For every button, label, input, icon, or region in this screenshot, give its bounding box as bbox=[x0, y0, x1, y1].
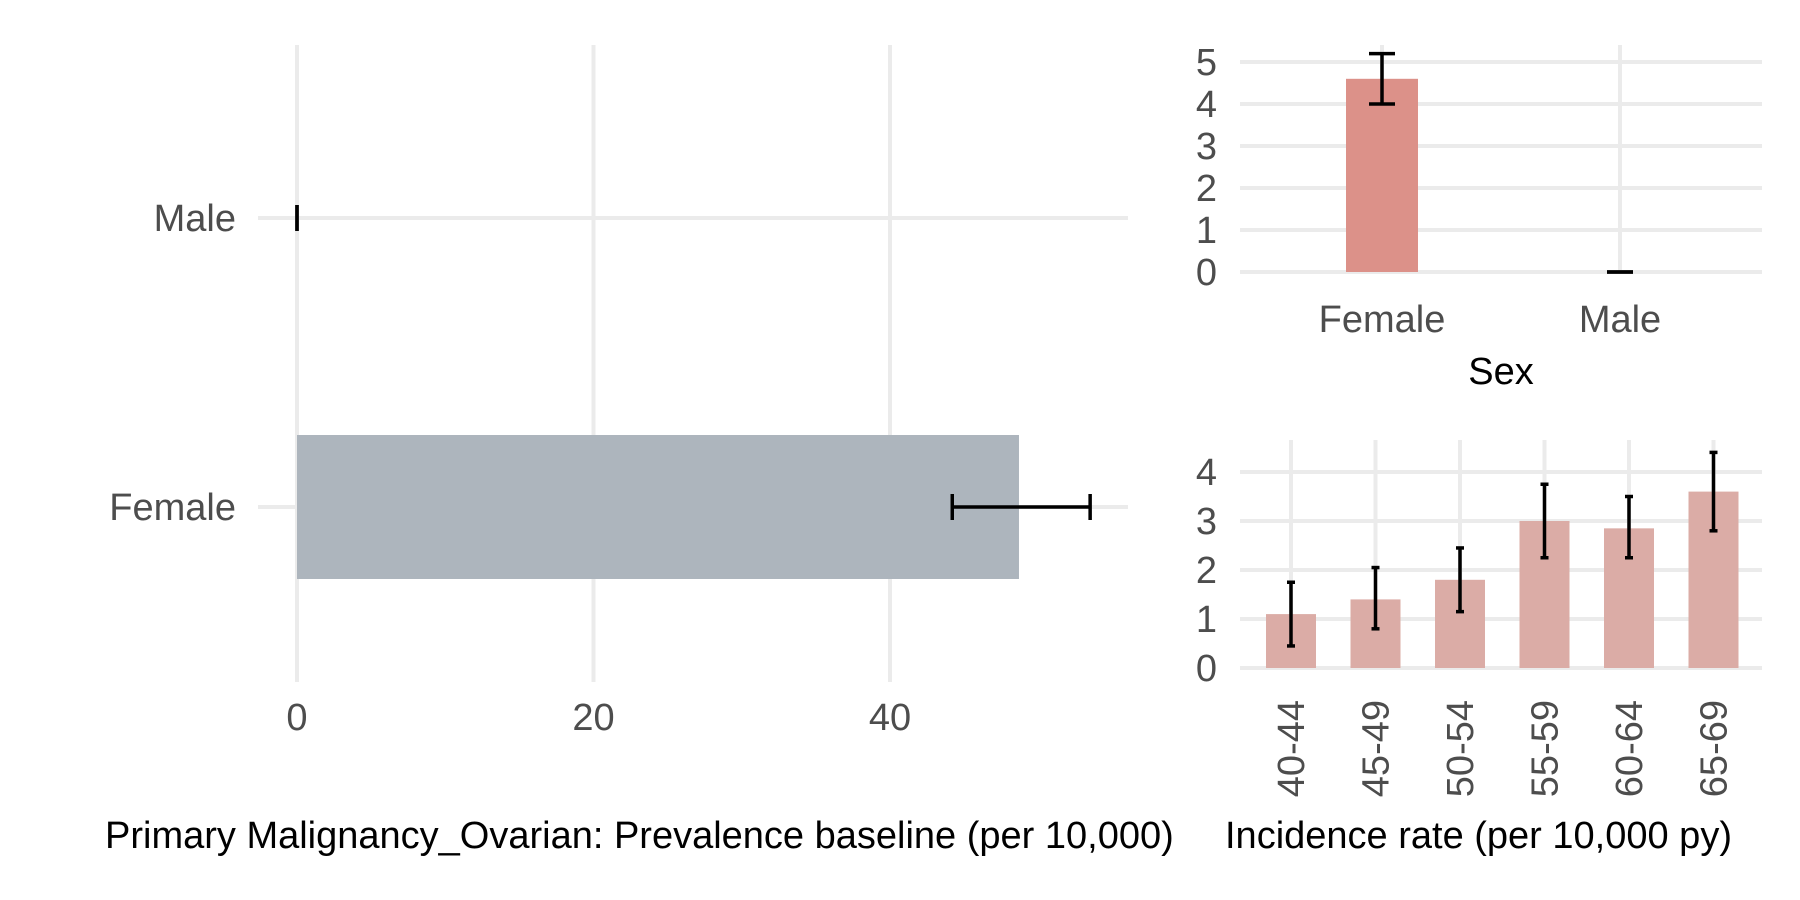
y-tick-label-female: Female bbox=[109, 487, 236, 529]
y-tick-label: 1 bbox=[1196, 210, 1217, 252]
y-tick-label: 4 bbox=[1196, 84, 1217, 126]
x-tick-label-45-49: 45-49 bbox=[1356, 700, 1398, 797]
y-tick-label: 0 bbox=[1196, 648, 1217, 690]
x-tick-label: 20 bbox=[572, 697, 614, 739]
x-tick-label-50-54: 50-54 bbox=[1440, 700, 1482, 797]
y-tick-label: 5 bbox=[1196, 42, 1217, 84]
x-tick-label-60-64: 60-64 bbox=[1609, 700, 1651, 797]
y-tick-label: 3 bbox=[1196, 126, 1217, 168]
bar-female bbox=[1346, 78, 1418, 272]
incidence-x-axis-title: Incidence rate (per 10,000 py) bbox=[1225, 815, 1732, 857]
x-tick-label-40-44: 40-44 bbox=[1271, 700, 1313, 797]
y-tick-label: 3 bbox=[1196, 501, 1217, 543]
y-tick-label: 1 bbox=[1196, 599, 1217, 641]
x-tick-label-male: Male bbox=[1579, 299, 1661, 341]
prevalence-panel: 0 20 40 Female Male bbox=[109, 45, 1128, 739]
y-tick-label-male: Male bbox=[154, 198, 236, 240]
x-tick-label: 0 bbox=[286, 697, 307, 739]
x-tick-label-female: Female bbox=[1319, 299, 1446, 341]
x-tick-label-55-59: 55-59 bbox=[1525, 700, 1567, 797]
prevalence-x-axis-title: Primary Malignancy_Ovarian: Prevalence b… bbox=[105, 815, 1174, 857]
incidence-by-age-panel: 0 1 2 3 4 40-44 45-49 50-54 55-59 60-64 65-69 bbox=[1196, 440, 1762, 797]
y-tick-label: 0 bbox=[1196, 252, 1217, 294]
y-tick-label: 4 bbox=[1196, 452, 1217, 494]
y-tick-label: 2 bbox=[1196, 168, 1217, 210]
bar-female bbox=[297, 435, 1019, 579]
y-tick-label: 2 bbox=[1196, 550, 1217, 592]
x-tick-label-65-69: 65-69 bbox=[1694, 700, 1736, 797]
x-tick-label: 40 bbox=[869, 697, 911, 739]
sex-x-axis-title: Sex bbox=[1468, 351, 1533, 393]
